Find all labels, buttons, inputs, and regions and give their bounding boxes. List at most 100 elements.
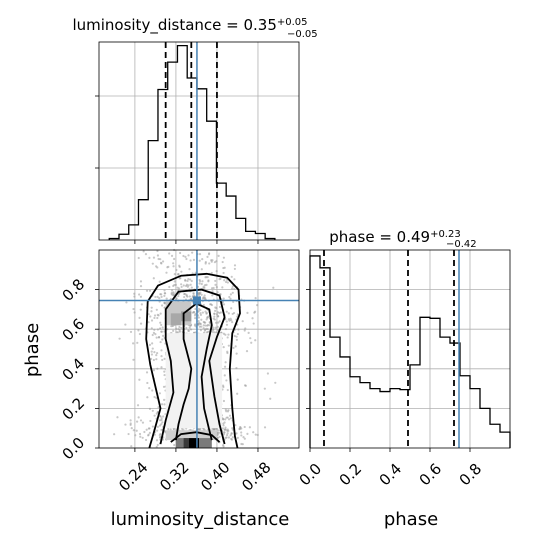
scatter-point <box>170 325 173 328</box>
scatter-point <box>180 326 183 330</box>
scatter-point <box>156 266 159 269</box>
scatter-point <box>193 314 197 317</box>
scatter-point <box>141 436 144 439</box>
scatter-point <box>238 427 241 430</box>
scatter-point <box>179 251 182 255</box>
scatter-point <box>125 301 128 304</box>
scatter-point <box>226 281 229 284</box>
scatter-point <box>256 433 259 437</box>
scatter-point <box>229 317 232 320</box>
scatter-point <box>138 316 141 319</box>
scatter-point <box>249 337 252 340</box>
scatter-point <box>215 286 218 289</box>
scatter-point <box>180 285 183 289</box>
scatter-point <box>187 284 190 287</box>
axis-ticks <box>95 95 259 244</box>
scatter-point <box>200 325 203 328</box>
scatter-point <box>222 346 225 349</box>
scatter-point <box>150 306 153 309</box>
scatter-point <box>210 287 214 290</box>
scatter-point <box>235 366 238 370</box>
scatter-point <box>130 445 133 448</box>
scatter-point <box>201 280 204 283</box>
scatter-point <box>200 318 203 321</box>
y-tick-label: 0.8 <box>59 275 89 305</box>
scatter-point <box>129 330 133 334</box>
scatter-point <box>116 416 119 419</box>
scatter-point <box>172 262 175 265</box>
scatter-point <box>135 429 138 432</box>
scatter-point <box>233 264 237 267</box>
scatter-point <box>227 418 231 421</box>
scatter-point <box>197 292 200 295</box>
scatter-point <box>214 309 217 312</box>
scatter-point <box>152 277 155 280</box>
scatter-point <box>211 290 214 293</box>
scatter-point <box>207 279 210 282</box>
scatter-point <box>240 431 243 434</box>
scatter-point <box>157 336 161 339</box>
scatter-point <box>215 269 218 273</box>
scatter-point <box>147 321 150 324</box>
scatter-point <box>244 384 247 387</box>
scatter-point <box>160 403 164 406</box>
scatter-point <box>137 329 140 332</box>
scatter-point <box>256 304 259 307</box>
scatter-point <box>208 324 212 327</box>
scatter-point <box>229 293 232 296</box>
scatter-point <box>239 425 242 429</box>
scatter-point <box>225 436 228 439</box>
scatter-point <box>156 295 159 298</box>
scatter-point <box>183 292 186 296</box>
scatter-point <box>161 338 164 341</box>
scatter-point <box>199 291 202 294</box>
scatter-point <box>167 427 170 431</box>
histogram-title-sub: −0.42 <box>446 239 477 250</box>
scatter-point <box>179 276 182 280</box>
scatter-point <box>151 425 155 428</box>
scatter-point <box>148 387 151 390</box>
phase-histogram <box>309 255 511 448</box>
scatter-point <box>152 256 156 259</box>
scatter-point <box>157 257 160 261</box>
scatter-point <box>148 256 151 259</box>
scatter-point <box>252 322 255 325</box>
scatter-point <box>137 256 140 260</box>
scatter-point <box>184 284 188 288</box>
scatter-point <box>138 332 141 336</box>
scatter-point <box>254 433 257 436</box>
scatter-point <box>150 353 154 356</box>
scatter-point <box>148 427 151 430</box>
scatter-point <box>139 308 142 311</box>
scatter-point <box>151 333 154 337</box>
scatter-point <box>230 437 233 441</box>
density-cell <box>181 311 192 322</box>
phase-histogram-panel: 0.0 0.2 0.4 0.6 0.8 phase = 0.49+0.23 −0.42 … <box>296 228 511 530</box>
scatter-point <box>160 323 163 327</box>
scatter-point <box>225 323 229 326</box>
scatter-point <box>160 428 163 432</box>
histogram-title: luminosity_distance = 0.35+0.05 <box>72 16 307 35</box>
scatter-point <box>188 295 191 298</box>
scatter-point <box>217 429 220 432</box>
scatter-point <box>158 434 161 437</box>
scatter-point <box>152 358 155 362</box>
scatter-point <box>225 320 228 323</box>
scatter-point <box>147 433 150 436</box>
x-tick-label: 0.48 <box>238 458 274 494</box>
scatter-point <box>163 294 166 297</box>
scatter-point <box>160 418 163 422</box>
joint-density-panel: 0.24 0.32 0.40 0.48 0.0 0.2 0.4 0.6 0.8 luminos… <box>22 248 300 530</box>
scatter-point <box>205 283 208 286</box>
scatter-point <box>191 311 194 314</box>
scatter-point <box>150 310 153 313</box>
scatter-point <box>233 267 236 271</box>
scatter-point <box>246 311 249 314</box>
scatter-point <box>145 428 148 431</box>
scatter-point <box>188 326 191 329</box>
y-axis-ticks <box>306 289 310 409</box>
scatter-point <box>266 372 270 375</box>
scatter-point <box>225 410 228 413</box>
scatter-point <box>124 323 127 326</box>
